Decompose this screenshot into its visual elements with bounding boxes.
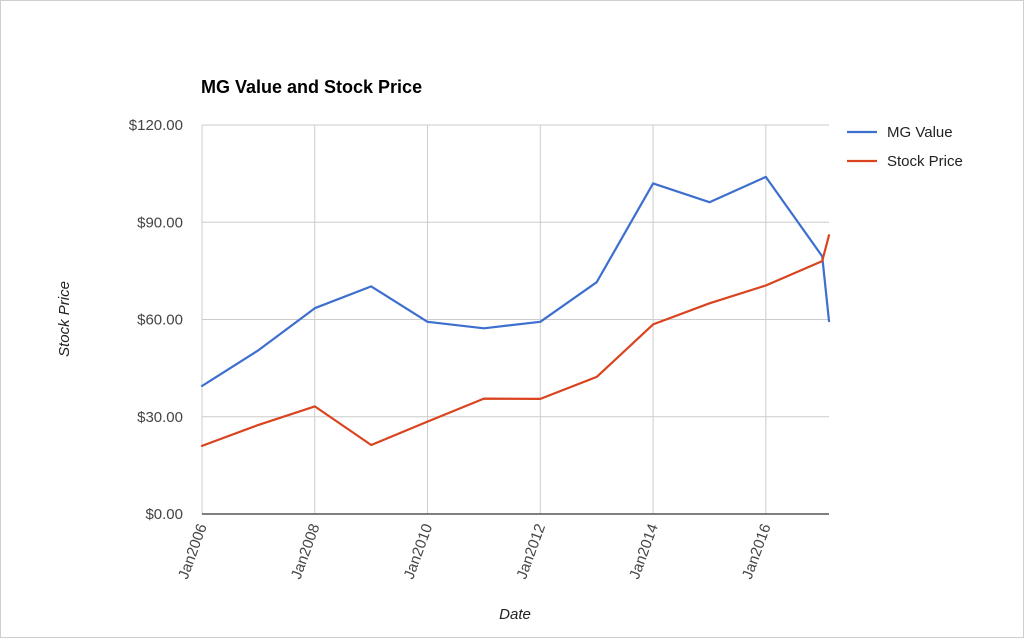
- x-tick-label: Jan2010: [401, 522, 437, 582]
- legend-label: Stock Price: [887, 153, 963, 170]
- x-axis-title: Date: [499, 606, 531, 623]
- y-axis-title: Stock Price: [56, 281, 73, 357]
- legend-label: MG Value: [887, 124, 953, 141]
- x-tick-label: Jan2008: [288, 522, 324, 582]
- series-lines: [200, 175, 831, 447]
- y-tick-label: $30.00: [137, 409, 183, 426]
- legend: MG Value Stock Price: [847, 124, 963, 170]
- y-tick-label: $90.00: [137, 214, 183, 231]
- chart-title: MG Value and Stock Price: [201, 77, 422, 97]
- series-line-mg-value: [200, 175, 831, 388]
- x-tick-label: Jan2012: [513, 522, 549, 582]
- x-tick-label: Jan2016: [739, 522, 775, 582]
- series-line-stock-price: [200, 234, 831, 447]
- x-tick-label: Jan2014: [626, 522, 662, 582]
- x-tick-label: Jan2006: [175, 522, 211, 582]
- y-tick-label: $60.00: [137, 312, 183, 329]
- y-tick-label: $120.00: [129, 117, 183, 134]
- y-tick-label: $0.00: [145, 506, 183, 523]
- tick-labels: $0.00 $30.00 $60.00 $90.00 $120.00 Jan2006 Jan…: [129, 117, 775, 581]
- gridlines: [201, 124, 829, 514]
